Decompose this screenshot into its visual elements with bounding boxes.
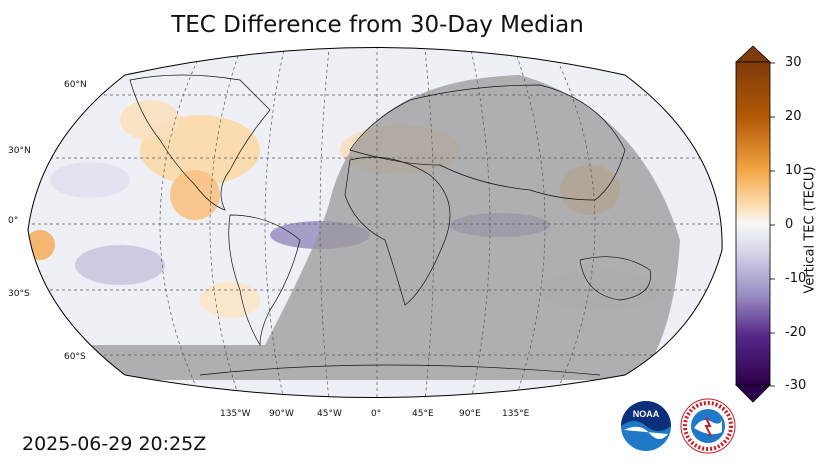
colorbar-tick-neg10: -10: [785, 271, 807, 286]
colorbar-tick-neg30: -30: [785, 378, 807, 393]
lon-label-90w: 90°W: [269, 409, 294, 419]
lat-label-60n: 60°N: [64, 80, 87, 90]
lon-label-45w: 45°W: [317, 409, 342, 419]
lat-label-0: 0°: [8, 216, 19, 226]
lon-label-45e: 45°E: [412, 409, 434, 419]
svg-text:NOAA: NOAA: [633, 409, 660, 419]
nws-logo-icon: [680, 398, 736, 454]
colorbar: [734, 45, 775, 403]
timestamp: 2025-06-29 20:25Z: [22, 433, 207, 455]
lon-label-90e: 90°E: [459, 409, 481, 419]
colorbar-tick-neg20: -20: [785, 325, 807, 340]
colorbar-tick-10: 10: [785, 163, 802, 178]
lon-label-0: 0°: [371, 409, 382, 419]
lat-label-30s: 30°S: [8, 289, 30, 299]
colorbar-tick-30: 30: [785, 55, 802, 70]
colorbar-label: Vertical TEC (TECU): [802, 166, 818, 294]
lon-label-135w: 135°W: [220, 409, 251, 419]
map-title: TEC Difference from 30-Day Median: [171, 12, 584, 38]
colorbar-tick-20: 20: [785, 109, 802, 124]
colorbar-tick-0: 0: [785, 217, 794, 232]
lat-label-30n: 30°N: [8, 146, 31, 156]
lon-label-135e: 135°E: [502, 409, 530, 419]
lat-label-60s: 60°S: [64, 352, 86, 362]
globe-surface: [28, 47, 723, 398]
noaa-logo-icon: NOAA: [621, 401, 671, 451]
